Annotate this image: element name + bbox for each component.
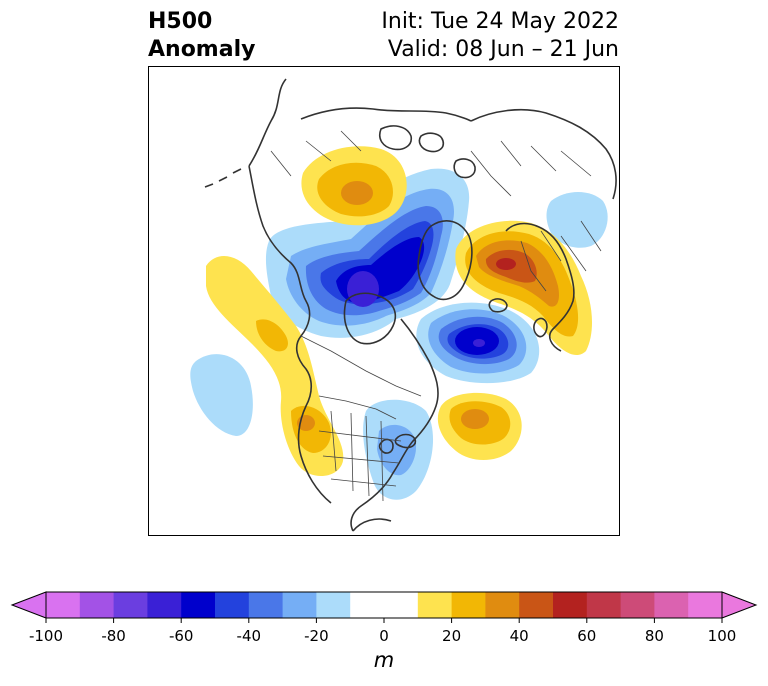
colorbar-bins — [46, 592, 723, 618]
colorbar-tick-label: -80 — [101, 627, 126, 645]
negative-anomaly-arctic — [265, 168, 470, 338]
colorbar-bin — [181, 592, 216, 618]
title-variable: H500 — [148, 9, 213, 34]
colorbar-bin — [113, 592, 148, 618]
positive-anomaly-newfoundland — [437, 392, 522, 460]
colorbar-tick-label: -100 — [28, 627, 64, 645]
map-dates: Init: Tue 24 May 2022 Valid: 08 Jun – 21… — [381, 8, 619, 64]
colorbar-tick-label: 20 — [442, 627, 462, 645]
colorbar-tick-label: -40 — [236, 627, 262, 645]
map-panel — [148, 66, 620, 536]
colorbar-bin — [586, 592, 622, 618]
colorbar-tick-label: 100 — [707, 627, 737, 645]
negative-anomaly-north-atlantic — [416, 302, 540, 384]
title-type: Anomaly — [148, 37, 256, 62]
colorbar-bin — [451, 592, 486, 618]
positive-anomaly-bering — [301, 146, 407, 226]
colorbar-bin — [620, 592, 655, 618]
colorbar-tick-label: -60 — [168, 627, 194, 645]
colorbar-tick-label: 0 — [379, 627, 389, 645]
colorbar — [10, 591, 758, 623]
colorbar-bin — [248, 592, 284, 618]
colorbar-bin — [147, 592, 182, 618]
colorbar-bin — [46, 592, 81, 618]
colorbar-under-extension — [10, 591, 47, 619]
negative-anomaly-siberia — [546, 192, 608, 248]
colorbar-tick-label: 80 — [644, 627, 664, 645]
valid-range: Valid: 08 Jun – 21 Jun — [387, 37, 619, 62]
colorbar-tick-label: 40 — [509, 627, 529, 645]
colorbar-over-extension — [721, 591, 758, 619]
colorbar-bin — [350, 592, 419, 618]
political-borders — [270, 130, 602, 502]
init-date: Init: Tue 24 May 2022 — [381, 9, 619, 34]
colorbar-bin — [553, 592, 588, 618]
colorbar-bin — [215, 592, 250, 618]
colorbar-bin — [282, 592, 317, 618]
colorbar-unit: m — [373, 648, 395, 672]
negative-anomaly-eastern-us — [363, 399, 434, 500]
negative-anomaly-pacific — [190, 354, 253, 436]
anomaly-map — [190, 78, 617, 532]
coastlines — [204, 78, 617, 532]
colorbar-tick-label: 60 — [577, 627, 597, 645]
colorbar-bin — [485, 592, 520, 618]
colorbar-bin — [417, 592, 453, 618]
colorbar-bin — [519, 592, 554, 618]
colorbar-bin — [688, 592, 723, 618]
colorbar-bin — [79, 592, 115, 618]
colorbar-bin — [316, 592, 351, 618]
colorbar-tick-label: -20 — [304, 627, 329, 645]
positive-anomaly-europe — [455, 220, 593, 356]
colorbar-ticks — [45, 618, 723, 623]
colorbar-bin — [654, 592, 689, 618]
map-title: H500 Anomaly — [148, 8, 255, 64]
